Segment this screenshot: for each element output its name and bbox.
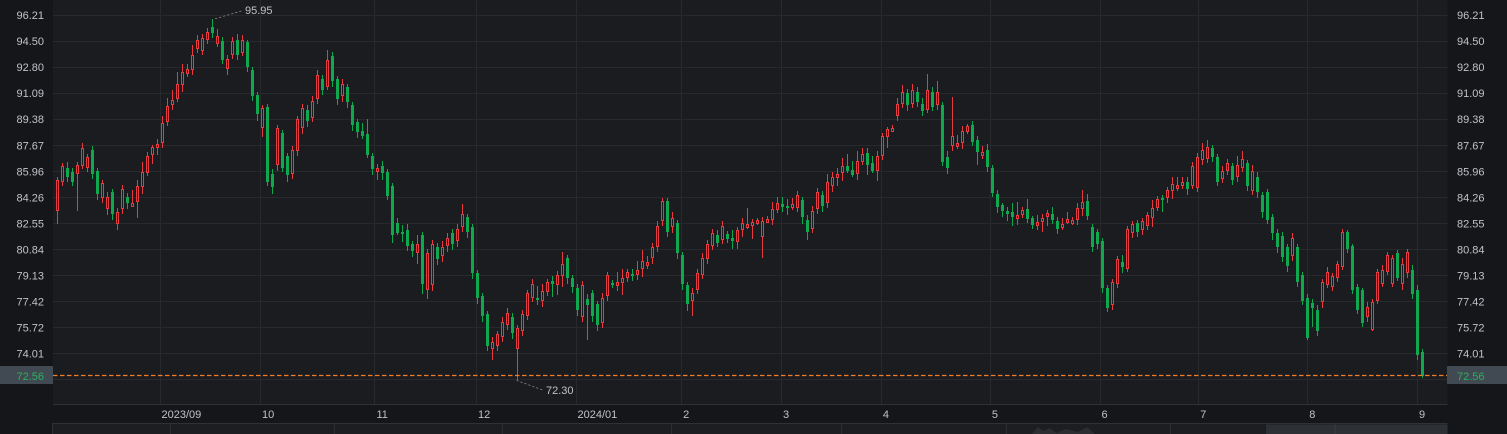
svg-text:95.95: 95.95: [245, 5, 273, 17]
svg-text:74.01: 74.01: [1457, 349, 1485, 361]
svg-text:2023/09: 2023/09: [162, 409, 202, 421]
svg-text:4: 4: [883, 409, 889, 421]
svg-text:2024/01: 2024/01: [578, 409, 618, 421]
svg-text:77.42: 77.42: [16, 297, 44, 309]
svg-text:92.80: 92.80: [16, 62, 44, 74]
svg-text:5: 5: [992, 409, 998, 421]
svg-text:82.55: 82.55: [16, 218, 44, 230]
svg-text:92.80: 92.80: [1457, 62, 1485, 74]
svg-text:89.38: 89.38: [16, 114, 44, 126]
svg-text:84.26: 84.26: [1457, 192, 1485, 204]
svg-text:84.26: 84.26: [16, 192, 44, 204]
svg-text:8: 8: [1309, 409, 1315, 421]
svg-text:10: 10: [262, 409, 274, 421]
svg-text:74.01: 74.01: [16, 349, 44, 361]
svg-text:72.30: 72.30: [546, 385, 574, 397]
svg-text:12: 12: [478, 409, 490, 421]
svg-text:72.56: 72.56: [16, 371, 44, 383]
svg-text:7: 7: [1200, 409, 1206, 421]
svg-text:85.96: 85.96: [16, 166, 44, 178]
svg-text:72.56: 72.56: [1457, 371, 1485, 383]
svg-text:77.42: 77.42: [1457, 297, 1485, 309]
svg-text:75.72: 75.72: [16, 323, 44, 335]
svg-text:94.50: 94.50: [1457, 36, 1485, 48]
svg-text:87.67: 87.67: [1457, 140, 1485, 152]
svg-text:80.84: 80.84: [16, 245, 44, 257]
svg-text:82.55: 82.55: [1457, 218, 1485, 230]
svg-text:85.96: 85.96: [1457, 166, 1485, 178]
svg-text:96.21: 96.21: [16, 10, 44, 22]
svg-text:80.84: 80.84: [1457, 245, 1485, 257]
svg-text:79.13: 79.13: [16, 271, 44, 283]
svg-text:94.50: 94.50: [16, 36, 44, 48]
svg-text:9: 9: [1419, 409, 1425, 421]
svg-text:11: 11: [377, 409, 388, 421]
svg-text:91.09: 91.09: [1457, 88, 1485, 100]
svg-text:89.38: 89.38: [1457, 114, 1485, 126]
svg-text:3: 3: [783, 409, 789, 421]
svg-text:87.67: 87.67: [16, 140, 44, 152]
svg-text:75.72: 75.72: [1457, 323, 1485, 335]
svg-text:79.13: 79.13: [1457, 271, 1485, 283]
svg-text:6: 6: [1102, 409, 1108, 421]
svg-text:96.21: 96.21: [1457, 10, 1485, 22]
svg-text:91.09: 91.09: [16, 88, 44, 100]
svg-text:2: 2: [683, 409, 689, 421]
